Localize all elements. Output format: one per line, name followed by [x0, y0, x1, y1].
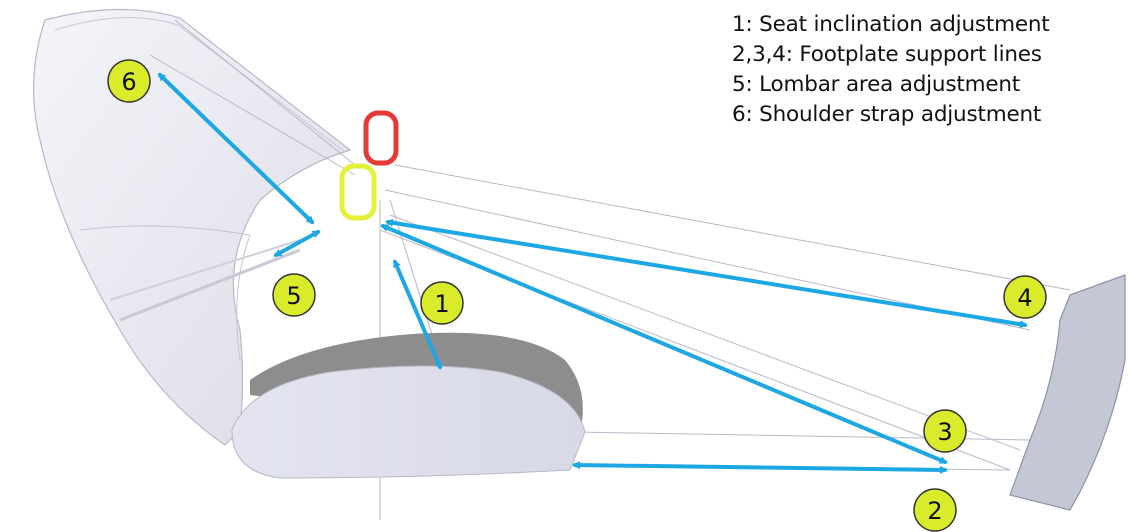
- legend-item-2: 2,3,4: Footplate support lines: [732, 42, 1042, 67]
- badge-6-label: 6: [121, 68, 136, 96]
- red-carabiner: [363, 110, 399, 166]
- arrow-6: [157, 72, 315, 225]
- badge-1: 1: [420, 281, 464, 325]
- footplate: [1009, 274, 1126, 511]
- badge-6: 6: [107, 59, 151, 103]
- badge-5: 5: [272, 273, 316, 317]
- badge-3-label: 3: [937, 418, 952, 446]
- badge-2: 2: [913, 488, 957, 532]
- badge-4-label: 4: [1017, 284, 1032, 312]
- legend-item-1: 1: Seat inclination adjustment: [732, 12, 1050, 37]
- badge-1-label: 1: [434, 290, 449, 318]
- yellow-carabiner: [339, 163, 377, 221]
- legend: 1: Seat inclination adjustment 2,3,4: Fo…: [732, 10, 1129, 130]
- arrow-3: [380, 224, 948, 464]
- legend-item-4: 6: Shoulder strap adjustment: [732, 102, 1042, 127]
- measurement-arrows: [157, 72, 1028, 474]
- badge-5-label: 5: [286, 282, 301, 310]
- badge-2-label: 2: [927, 497, 942, 525]
- arrow-5: [273, 230, 321, 257]
- legend-item-3: 5: Lombar area adjustment: [732, 72, 1021, 97]
- arrow-4: [385, 218, 1028, 329]
- badge-3: 3: [923, 409, 967, 453]
- badge-4: 4: [1003, 275, 1047, 319]
- arrow-2: [572, 461, 948, 474]
